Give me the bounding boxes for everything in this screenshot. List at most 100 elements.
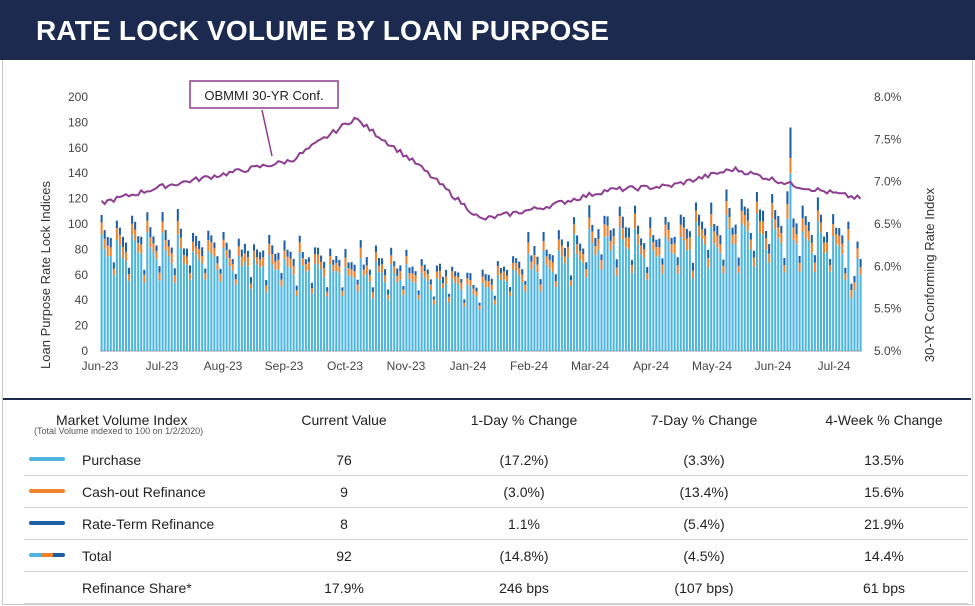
purchase-bar xyxy=(579,259,582,351)
rate-term-bar xyxy=(630,260,633,265)
purchase-bar xyxy=(195,254,198,351)
rate-term-bar xyxy=(585,262,588,270)
rate-term-bar xyxy=(551,255,554,263)
row-current: 8 xyxy=(340,516,348,532)
purchase-bar xyxy=(103,248,106,351)
table-row: Purchase 76 (17.2%) (3.3%) 13.5% xyxy=(24,444,968,476)
purchase-bar xyxy=(128,280,131,351)
cashout-bar xyxy=(417,294,420,300)
y-tick-label: 180 xyxy=(68,115,88,129)
purchase-bar xyxy=(307,270,310,351)
purchase-bar xyxy=(161,232,164,351)
cashout-bar xyxy=(719,244,722,253)
purchase-bar xyxy=(298,252,301,351)
cashout-bar xyxy=(521,274,524,283)
purchase-bar xyxy=(192,251,195,351)
purchase-bar xyxy=(822,253,826,351)
purchase-bar xyxy=(600,269,603,351)
rate-term-bar xyxy=(262,250,265,258)
rate-term-bar xyxy=(463,299,466,303)
cashout-bar xyxy=(344,257,347,267)
purchase-bar xyxy=(536,272,539,351)
cashout-bar xyxy=(533,255,536,265)
row-7day: (13.4%) xyxy=(679,484,729,500)
x-tick-label: Sep-23 xyxy=(265,359,304,373)
purchase-bar xyxy=(408,278,411,351)
row-4week: 14.4% xyxy=(864,548,904,564)
rate-term-bar xyxy=(103,230,106,239)
rate-term-bar xyxy=(362,264,365,270)
cashout-bar xyxy=(804,225,807,239)
rate-term-bar xyxy=(207,230,210,241)
cashout-bar xyxy=(600,260,603,270)
cashout-bar xyxy=(359,247,362,259)
cashout-bar xyxy=(307,262,310,271)
purchase-bar xyxy=(634,228,637,351)
rate-term-bar xyxy=(182,248,185,256)
purchase-bar xyxy=(487,287,490,351)
purchase-bar xyxy=(707,267,710,351)
y2-tick-label: 6.5% xyxy=(874,217,902,231)
rate-term-bar xyxy=(143,269,146,275)
cashout-bar xyxy=(630,264,633,274)
rate-term-bar xyxy=(765,231,768,239)
rate-term-bar xyxy=(509,287,512,292)
cashout-bar xyxy=(292,266,295,275)
purchase-bar xyxy=(118,245,121,351)
rate-term-bar xyxy=(469,273,472,281)
purchase-bar xyxy=(585,277,588,351)
purchase-bar xyxy=(728,228,731,351)
cashout-bar xyxy=(746,220,749,231)
purchase-bar xyxy=(310,293,313,351)
row-current: 76 xyxy=(336,452,352,468)
cashout-bar xyxy=(103,238,106,249)
purchase-bar xyxy=(365,273,368,351)
cashout-bar xyxy=(329,255,332,265)
rate-term-bar xyxy=(685,228,688,239)
cashout-bar xyxy=(822,242,826,254)
rate-term-bar xyxy=(615,259,618,268)
rate-term-bar xyxy=(749,232,752,240)
cashout-bar xyxy=(551,262,554,272)
rate-term-bar xyxy=(411,266,414,274)
cashout-bar xyxy=(859,267,862,275)
rate-term-bar xyxy=(100,214,103,223)
cashout-bar xyxy=(377,265,381,273)
purchase-bar xyxy=(576,254,579,351)
cashout-bar xyxy=(198,248,201,260)
rate-term-bar xyxy=(673,236,676,244)
purchase-bar xyxy=(734,243,737,351)
purchase-bar xyxy=(219,281,222,351)
cashout-bar xyxy=(509,291,512,296)
rate-term-bar xyxy=(173,268,176,276)
purchase-bar xyxy=(283,258,286,351)
rate-term-bar xyxy=(780,225,783,234)
rate-term-bar xyxy=(359,240,362,248)
purchase-bar xyxy=(417,299,420,351)
cashout-bar xyxy=(527,242,530,254)
cashout-bar xyxy=(560,245,563,257)
rate-term-bar xyxy=(484,274,487,281)
row-4week: 21.9% xyxy=(864,516,904,532)
rate-term-bar xyxy=(694,202,698,211)
rate-term-bar xyxy=(719,235,722,245)
rate-term-bar xyxy=(545,249,548,257)
rate-term-bar xyxy=(326,287,329,292)
rate-term-bar xyxy=(118,227,121,235)
y2-tick-label: 5.0% xyxy=(874,344,902,358)
purchase-bar xyxy=(859,274,862,351)
rate-term-bar xyxy=(731,227,734,235)
cashout-bar xyxy=(783,265,786,273)
rate-term-bar xyxy=(512,256,515,263)
purchase-bar xyxy=(271,264,274,351)
purchase-bar xyxy=(710,226,713,351)
row-label: Purchase xyxy=(82,452,142,468)
purchase-bar xyxy=(179,248,182,351)
purchase-bar xyxy=(225,257,228,351)
rate-term-bar xyxy=(292,258,295,267)
rate-term-bar xyxy=(533,246,536,256)
cashout-bar xyxy=(582,253,585,263)
cashout-bar xyxy=(816,210,819,222)
rate-term-bar xyxy=(832,214,835,225)
rate-term-bar xyxy=(429,279,432,285)
